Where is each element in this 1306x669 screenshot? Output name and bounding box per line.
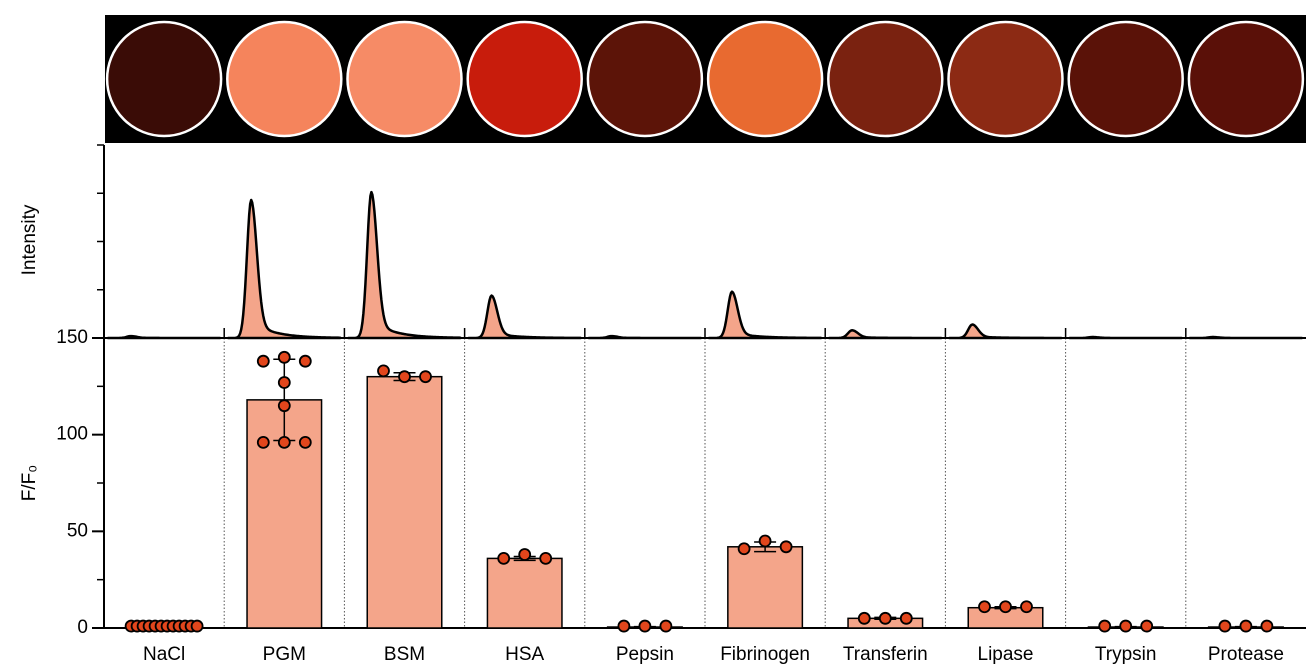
data-point xyxy=(300,356,311,367)
data-point xyxy=(258,356,269,367)
data-point xyxy=(498,553,509,564)
sample-image xyxy=(828,22,942,136)
data-point xyxy=(880,613,891,624)
data-point xyxy=(279,400,290,411)
data-point xyxy=(979,601,990,612)
data-point xyxy=(300,437,311,448)
x-tick-label: Trypsin xyxy=(1095,644,1157,665)
bar xyxy=(728,547,803,628)
data-point xyxy=(760,536,771,547)
data-point xyxy=(258,437,269,448)
intensity-label: Intensity xyxy=(19,204,40,275)
intensity-peak xyxy=(469,296,581,338)
sample-image xyxy=(348,22,462,136)
intensity-peak xyxy=(228,200,340,338)
data-point xyxy=(540,553,551,564)
data-point xyxy=(781,541,792,552)
data-point xyxy=(1021,601,1032,612)
data-point xyxy=(378,365,389,376)
x-tick-label: Transferin xyxy=(843,644,928,665)
sample-image xyxy=(588,22,702,136)
intensity-peak xyxy=(949,324,1061,338)
sample-image xyxy=(1069,22,1183,136)
x-tick-label: HSA xyxy=(505,644,544,665)
data-point xyxy=(618,621,629,632)
sample-image xyxy=(949,22,1063,136)
data-point xyxy=(420,371,431,382)
y-tick-label: 100 xyxy=(56,424,88,445)
data-point xyxy=(1000,601,1011,612)
data-point xyxy=(901,613,912,624)
data-point xyxy=(1219,621,1230,632)
data-point xyxy=(1099,621,1110,632)
data-point xyxy=(279,352,290,363)
data-point xyxy=(399,371,410,382)
y-tick-label: 150 xyxy=(56,327,88,348)
sample-image xyxy=(708,22,822,136)
x-tick-label: Pepsin xyxy=(616,644,674,665)
data-point xyxy=(1120,621,1131,632)
intensity-peak xyxy=(709,292,821,338)
data-point xyxy=(1261,621,1272,632)
data-point xyxy=(660,621,671,632)
x-tick-label: PGM xyxy=(263,644,306,665)
data-point xyxy=(639,621,650,632)
bar xyxy=(367,377,442,628)
y-tick-label: 0 xyxy=(77,617,88,638)
data-point xyxy=(1240,621,1251,632)
y-axis-label: F/F₀ xyxy=(19,465,40,501)
data-point xyxy=(279,437,290,448)
bar xyxy=(487,558,562,628)
x-tick-label: BSM xyxy=(384,644,425,665)
x-tick-label: Lipase xyxy=(978,644,1034,665)
intensity-peak xyxy=(348,192,460,338)
data-point xyxy=(519,549,530,560)
data-point xyxy=(1141,621,1152,632)
sample-image xyxy=(468,22,582,136)
chart: Intensity F/F₀ 0 50 100 150 NaCl PGM BSM HSA Pep… xyxy=(0,0,1306,669)
data-point xyxy=(279,377,290,388)
y-tick-label: 50 xyxy=(67,520,88,541)
data-point xyxy=(739,543,750,554)
x-tick-label: Fibrinogen xyxy=(720,644,810,665)
x-tick-label: Protease xyxy=(1208,644,1284,665)
sample-image xyxy=(227,22,341,136)
data-point xyxy=(192,621,203,632)
sample-image xyxy=(107,22,221,136)
x-tick-label: NaCl xyxy=(143,644,185,665)
sample-image xyxy=(1189,22,1303,136)
data-point xyxy=(859,613,870,624)
intensity-peak xyxy=(829,330,941,338)
